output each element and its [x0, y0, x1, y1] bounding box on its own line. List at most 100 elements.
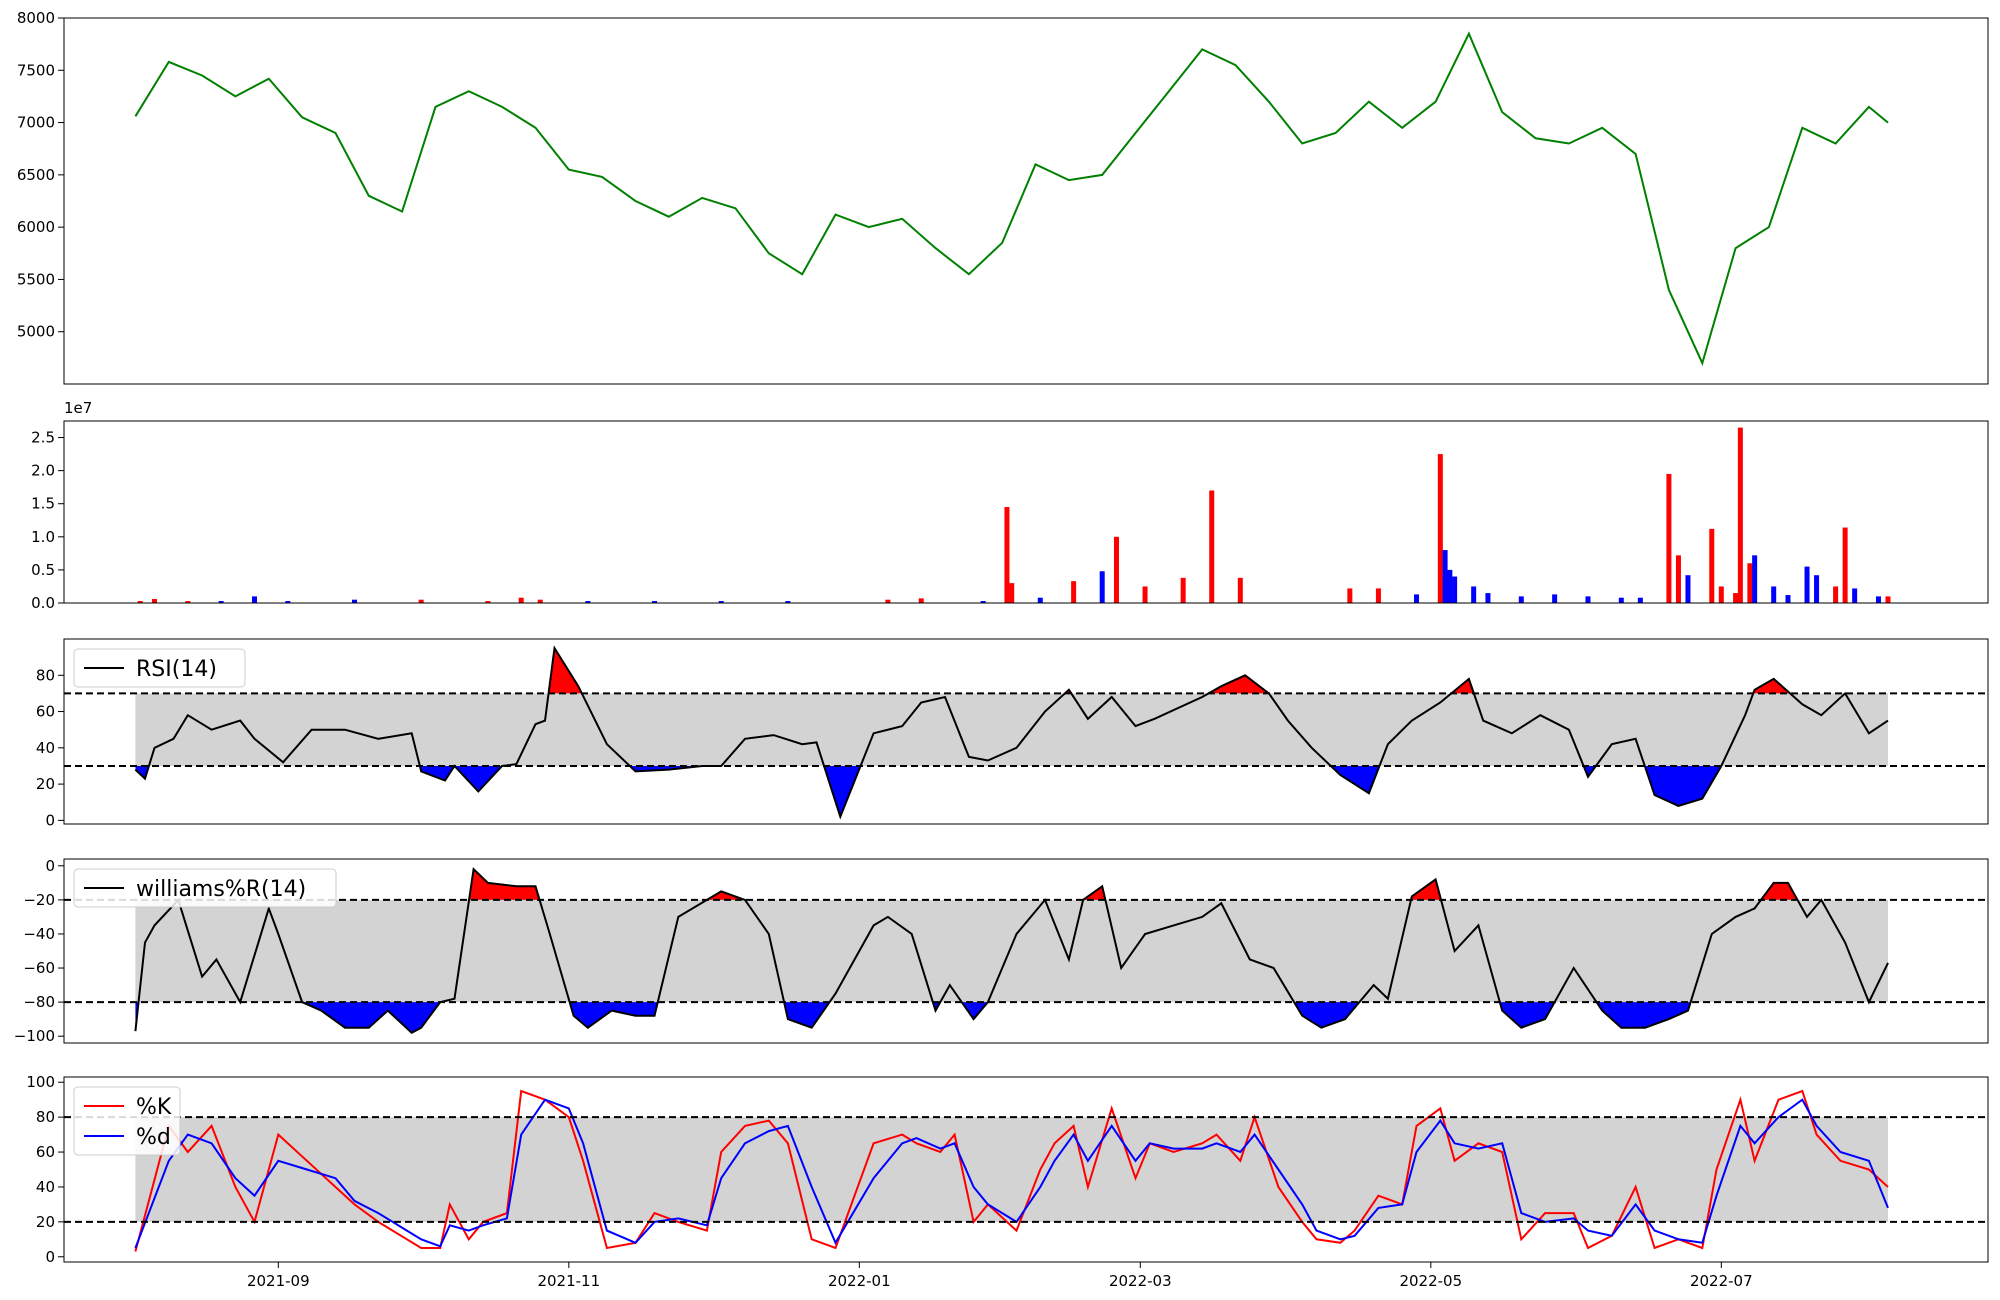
rsi-panel: 0 20 40 60 80 RSI(14) — [36, 638, 1989, 829]
williams-panel: 0 −20 −40 −60 −80 −100 williams%R(14) — [14, 857, 1989, 1045]
rsi-neutral-band — [135, 693, 1888, 766]
volume-bar — [718, 601, 724, 603]
volume-bar — [1180, 577, 1186, 603]
volume-bar — [1518, 596, 1524, 603]
volume-bar — [185, 601, 191, 603]
volume-bar — [1666, 473, 1672, 603]
williams-frame — [63, 858, 1989, 1044]
volume-bar — [1675, 555, 1681, 603]
volume-bar — [1071, 581, 1077, 603]
volume-bar — [585, 601, 591, 603]
rsi-oversold-fill — [454, 766, 503, 792]
x-tick-label: 2022-01 — [828, 1272, 891, 1290]
volume-bar — [1771, 586, 1777, 603]
rsi-oversold-fill — [1330, 766, 1380, 794]
volume-bar — [918, 598, 924, 603]
volume-bar — [1414, 594, 1420, 603]
volume-offset-label: 1e7 — [64, 399, 92, 417]
volume-bar — [1485, 593, 1491, 603]
rsi-frame — [63, 638, 1989, 825]
williams-ytick-label: −40 — [23, 925, 55, 943]
volume-bar — [485, 601, 491, 603]
volume-bar — [980, 601, 986, 603]
volume-bar — [1785, 595, 1791, 603]
stochastic-line-d — [134, 1098, 1889, 1249]
rsi-overbought-fill — [1208, 675, 1269, 694]
stochastic-frame — [63, 1076, 1989, 1263]
stochastic-ytick-label: 100 — [26, 1073, 55, 1091]
rsi-legend-label: RSI(14) — [136, 657, 217, 682]
volume-bar — [1752, 555, 1758, 603]
rsi-overbought-fill — [548, 648, 582, 694]
price-line — [134, 31, 1889, 366]
stochastic-neutral-band — [135, 1117, 1888, 1222]
williams-ytick-label: −60 — [23, 959, 55, 977]
williams-oversold-fill — [1596, 1002, 1691, 1028]
rsi-ytick-label: 40 — [36, 739, 55, 757]
stochastic-ytick-label: 0 — [45, 1248, 55, 1266]
volume-bar — [1447, 569, 1453, 603]
volume-bar — [418, 599, 424, 603]
williams-oversold-fill — [961, 1002, 988, 1020]
williams-ytick-label: −100 — [14, 1027, 55, 1045]
volume-bar — [352, 599, 358, 603]
volume-bar — [218, 601, 224, 603]
volume-bar — [1471, 586, 1477, 603]
volume-bar — [1452, 576, 1458, 603]
volume-ytick-label: 2.0 — [31, 462, 55, 480]
rsi-ytick-label: 60 — [36, 703, 55, 721]
volume-bar — [1842, 527, 1848, 603]
volume-bar — [1885, 596, 1891, 603]
volume-bar — [1833, 586, 1839, 603]
volume-bar — [251, 596, 257, 603]
williams-ytick-label: 0 — [45, 857, 55, 875]
rsi-ytick-label: 20 — [36, 775, 55, 793]
price-ytick-label: 7000 — [17, 114, 55, 132]
stochastic-ytick-label: 20 — [36, 1213, 55, 1231]
volume-bar — [1004, 507, 1010, 603]
volume-bar — [1585, 596, 1591, 603]
volume-bar — [1852, 588, 1858, 603]
rsi-oversold-fill — [824, 766, 861, 817]
volume-bar — [137, 601, 143, 603]
volume-bar — [1099, 571, 1105, 603]
volume-bar — [285, 601, 291, 603]
volume-bar — [1737, 427, 1743, 603]
volume-bar — [1347, 588, 1353, 603]
volume-bar — [518, 597, 524, 603]
williams-oversold-fill — [784, 1002, 830, 1028]
volume-bar — [537, 599, 543, 603]
x-tick-label: 2022-05 — [1399, 1272, 1462, 1290]
stochastic-ytick-label: 60 — [36, 1143, 55, 1161]
williams-overbought-fill — [706, 891, 745, 900]
x-tick-label: 2022-03 — [1109, 1272, 1172, 1290]
stochastic-ytick-label: 40 — [36, 1178, 55, 1196]
stochastic-ytick-label: 80 — [36, 1108, 55, 1126]
price-panel: 5000 5500 6000 6500 7000 7500 8000 — [17, 9, 1989, 385]
volume-bar — [1814, 575, 1820, 603]
volume-bar — [652, 601, 658, 603]
williams-oversold-fill — [302, 1002, 441, 1033]
volume-ytick-label: 2.5 — [31, 429, 55, 447]
williams-oversold-fill — [569, 1002, 658, 1028]
x-tick-label: 2022-07 — [1690, 1272, 1753, 1290]
williams-ytick-label: −80 — [23, 993, 55, 1011]
price-ytick-label: 5000 — [17, 323, 55, 341]
volume-bar — [1209, 490, 1215, 603]
volume-bar — [1733, 593, 1739, 603]
stochastic-legend-label: %d — [136, 1125, 171, 1150]
volume-bar — [1113, 536, 1119, 603]
volume-panel: 0.0 0.5 1.0 1.5 2.0 2.5 1e7 — [31, 399, 1989, 612]
volume-ytick-label: 1.0 — [31, 528, 55, 546]
volume-bar — [1685, 575, 1691, 603]
price-ytick-label: 8000 — [17, 9, 55, 27]
volume-bar — [1437, 454, 1443, 603]
volume-ytick-label: 1.5 — [31, 495, 55, 513]
volume-frame — [63, 420, 1989, 604]
rsi-oversold-fill — [419, 766, 455, 781]
volume-bar — [1875, 596, 1881, 603]
stochastic-panel: 0 20 40 60 80 100 %K %d — [26, 1073, 1989, 1266]
volume-bar — [1142, 586, 1148, 603]
volume-bar — [1009, 583, 1015, 603]
